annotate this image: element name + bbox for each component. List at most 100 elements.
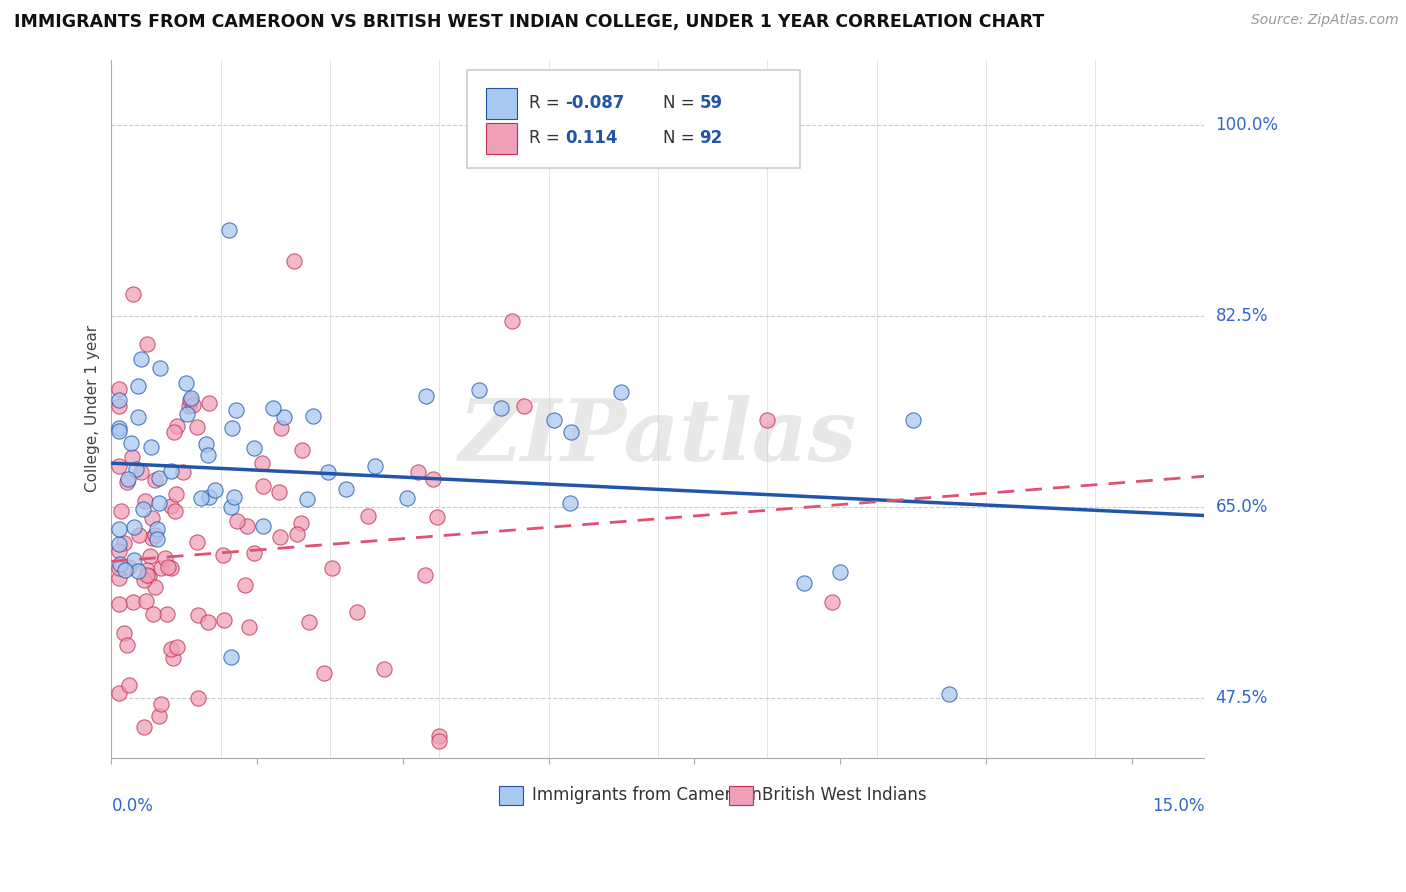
Point [115,638,138,652]
Point [153,551,176,566]
Point [187,690,209,705]
Point [145,528,167,542]
Point [197,615,219,630]
Point [134,494,156,508]
Text: 100.0%: 100.0% [1216,116,1278,134]
Point [120,436,142,450]
Point [426,510,449,524]
Point [110,557,132,571]
Point [543,413,565,427]
Text: Source: ZipAtlas.com: Source: ZipAtlas.com [1251,13,1399,28]
Point [197,395,219,409]
Point [172,465,194,479]
Point [211,548,233,562]
Point [314,665,336,680]
Point [222,491,245,505]
Point [148,471,170,485]
Point [121,595,143,609]
Point [108,561,131,575]
Point [298,615,321,629]
Point [136,337,159,351]
Point [295,491,318,506]
Point [145,522,167,536]
Point [107,544,129,558]
Point [165,503,187,517]
Point [179,392,201,407]
Point [828,566,851,580]
Point [821,595,844,609]
Point [181,398,204,412]
Point [174,376,197,390]
Point [107,597,129,611]
Point [128,528,150,542]
Point [793,576,815,591]
Point [269,530,291,544]
Point [107,425,129,439]
Point [204,483,226,497]
Point [273,409,295,424]
Point [221,420,243,434]
FancyBboxPatch shape [486,88,517,119]
Point [321,561,343,575]
Text: British West Indians: British West Indians [762,787,927,805]
Point [127,565,149,579]
Point [190,491,212,505]
Text: 0.0%: 0.0% [111,797,153,814]
Point [107,571,129,585]
Point [135,567,157,582]
Point [270,420,292,434]
Point [285,526,308,541]
Text: ZIPatlas: ZIPatlas [458,395,858,478]
Point [422,472,444,486]
Point [107,399,129,413]
Text: R =: R = [529,128,565,147]
Point [122,519,145,533]
Point [180,391,202,405]
FancyBboxPatch shape [467,70,800,168]
Point [610,385,633,400]
Text: R =: R = [529,94,565,112]
Point [107,459,129,474]
FancyBboxPatch shape [486,123,517,153]
Point [135,594,157,608]
Point [143,580,166,594]
Point [373,662,395,676]
Point [160,464,183,478]
Point [415,389,437,403]
Text: 92: 92 [699,128,723,147]
Point [114,535,136,549]
FancyBboxPatch shape [728,786,754,805]
Point [163,425,186,439]
Point [112,625,135,640]
Point [252,479,274,493]
Point [225,403,247,417]
Point [243,441,266,455]
Text: 15.0%: 15.0% [1152,797,1205,814]
Point [560,425,582,439]
Point [148,709,170,723]
Point [125,461,148,475]
Point [756,412,779,426]
Point [186,535,208,549]
Point [107,393,129,408]
Point [235,518,257,533]
Point [149,561,172,575]
Point [143,473,166,487]
Point [166,419,188,434]
Text: 82.5%: 82.5% [1216,307,1268,325]
Point [218,223,240,237]
Point [141,531,163,545]
Point [129,351,152,366]
Point [165,487,187,501]
Point [413,568,436,582]
Point [491,401,513,415]
Point [139,549,162,563]
Point [132,501,155,516]
Point [160,642,183,657]
Point [214,613,236,627]
Point [127,379,149,393]
Point [160,561,183,575]
Text: 59: 59 [699,94,723,112]
Point [364,459,387,474]
Point [142,607,165,622]
